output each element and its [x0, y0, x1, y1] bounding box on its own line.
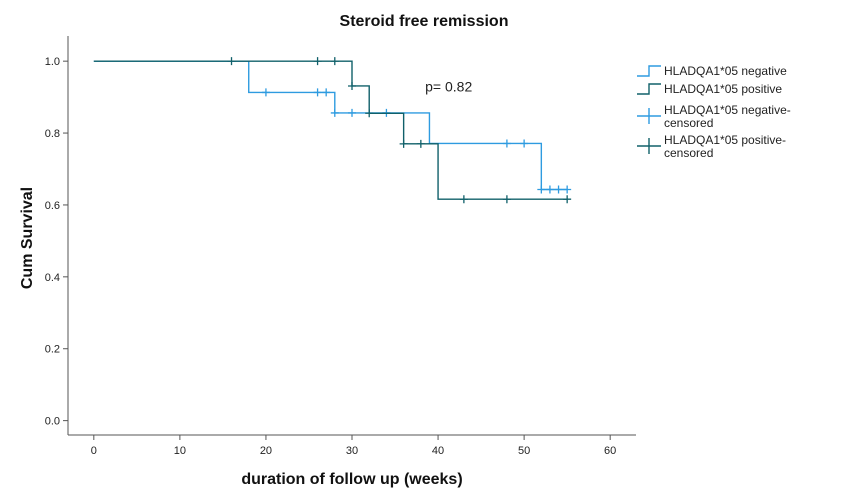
- censor-mark-series-1: [502, 139, 511, 148]
- survival-curve-series-2: [93, 60, 568, 200]
- legend-censor-swatch: [637, 108, 661, 124]
- legend-label: HLADQA1*05 negative: [664, 64, 787, 78]
- y-tick-label: 1.0: [45, 56, 60, 68]
- legend-label: HLADQA1*05 positive-censored: [664, 133, 786, 160]
- y-tick-label: 0.8: [45, 128, 60, 140]
- censor-mark-series-2: [330, 57, 339, 66]
- y-axis-title: Cum Survival: [19, 187, 36, 289]
- y-tick-label: 0.6: [45, 200, 60, 212]
- censor-mark-series-1: [520, 139, 529, 148]
- survival-curve-series-1: [93, 60, 568, 191]
- x-tick-label: 10: [174, 445, 186, 457]
- censor-mark-series-1: [537, 185, 546, 194]
- legend-line-swatch: [637, 83, 661, 95]
- legend-censor-swatch: [637, 138, 661, 154]
- y-tick-label: 0.4: [45, 272, 60, 284]
- censor-mark-series-1: [545, 185, 554, 194]
- censor-mark-series-1: [563, 185, 572, 194]
- x-tick-label: 0: [91, 445, 97, 457]
- censor-mark-series-2: [563, 195, 572, 204]
- legend: HLADQA1*05 negative HLADQA1*05 positive HL…: [637, 64, 791, 160]
- x-tick-label: 50: [518, 445, 530, 457]
- censor-mark-series-2: [399, 139, 408, 148]
- censor-mark-series-1: [322, 88, 331, 97]
- legend-item-3: HLADQA1*05 negative-censored: [637, 103, 791, 130]
- legend-item-2: HLADQA1*05 positive: [637, 82, 782, 96]
- x-tick-label: 30: [346, 445, 358, 457]
- x-axis-title: duration of follow up (weeks): [241, 471, 462, 488]
- censor-mark-series-1: [348, 108, 356, 117]
- p-value-annotation: p= 0.82: [425, 78, 472, 94]
- x-tick-label: 40: [432, 445, 444, 457]
- censor-mark-series-2: [459, 195, 468, 204]
- censor-mark-series-2: [227, 57, 236, 66]
- censor-mark-series-1: [330, 108, 339, 117]
- x-tick-label: 60: [604, 445, 616, 457]
- series-layer: [93, 57, 572, 204]
- censor-mark-series-2: [348, 81, 356, 90]
- censor-mark-series-2: [416, 139, 425, 148]
- legend-line-swatch: [637, 65, 661, 77]
- x-axis-ticks: 0 10 20 30 40 50 60: [91, 435, 616, 457]
- legend-label: HLADQA1*05 positive: [664, 82, 782, 96]
- y-axis-ticks: 0.0 0.2 0.4 0.6 0.8 1.0: [45, 56, 68, 428]
- censor-mark-series-1: [313, 88, 322, 97]
- censor-mark-series-2: [313, 57, 322, 66]
- censor-mark-series-2: [502, 195, 511, 204]
- censor-mark-series-1: [554, 185, 563, 194]
- legend-label: HLADQA1*05 negative-censored: [664, 103, 791, 130]
- chart-title: Steroid free remission: [340, 13, 509, 30]
- y-tick-label: 0.0: [45, 416, 60, 428]
- x-tick-label: 20: [260, 445, 272, 457]
- y-tick-label: 0.2: [45, 344, 60, 356]
- legend-item-4: HLADQA1*05 positive-censored: [637, 133, 786, 160]
- plot-area: 0.0 0.2 0.4 0.6 0.8 1.0 0 10 20 30 40 50 60: [45, 36, 636, 457]
- censor-mark-series-1: [261, 88, 270, 97]
- legend-item-1: HLADQA1*05 negative: [637, 64, 787, 78]
- censor-mark-series-2: [365, 109, 374, 118]
